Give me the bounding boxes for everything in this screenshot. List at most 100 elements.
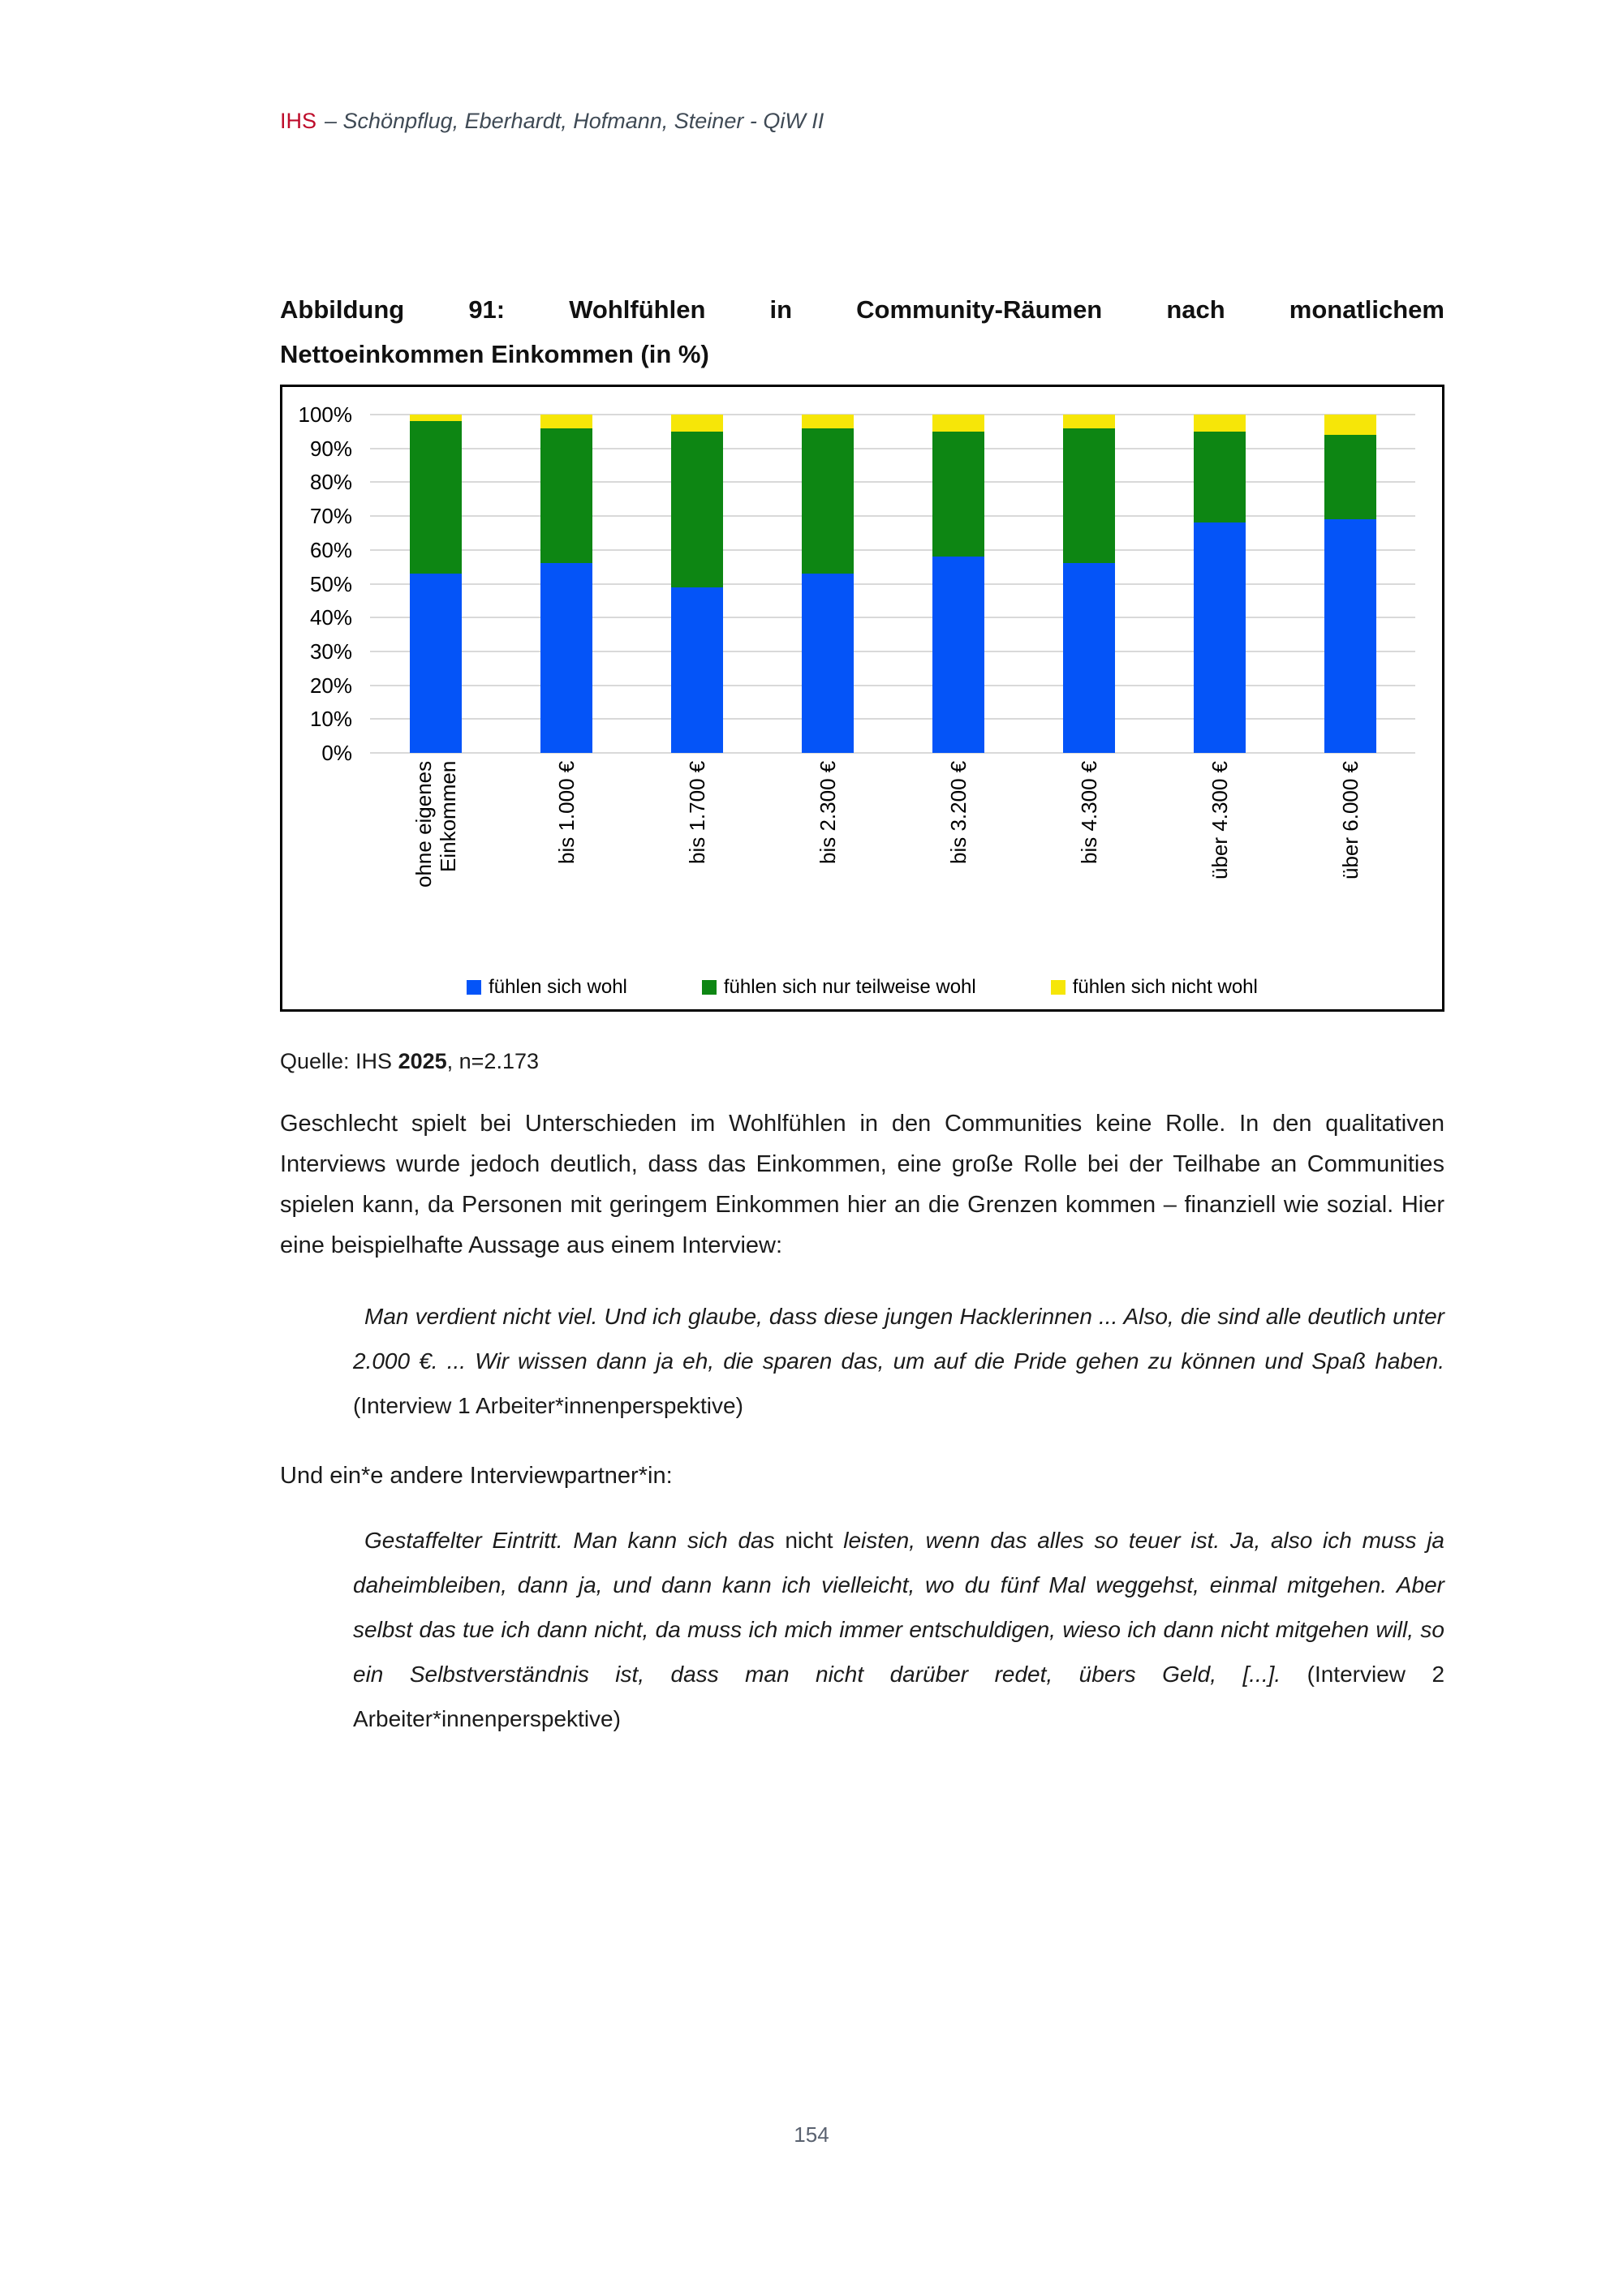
legend-swatch-yellow xyxy=(1050,980,1065,995)
quote-1-text: Man verdient nicht viel. Und ich glaube,… xyxy=(353,1304,1444,1374)
gridline xyxy=(370,414,1415,415)
legend-item: fühlen sich nur teilweise wohl xyxy=(701,976,976,999)
gridline xyxy=(370,481,1415,484)
legend-item: fühlen sich nicht wohl xyxy=(1050,976,1258,999)
legend-label: fühlen sich nicht wohl xyxy=(1072,976,1258,998)
source-line: Quelle: IHS 2025, n=2.173 xyxy=(280,1049,1444,1074)
bar-segment xyxy=(1324,435,1376,520)
bar-segment xyxy=(409,421,462,574)
figure-title: Abbildung 91: Wohlfühlen in Community-Rä… xyxy=(280,287,1444,376)
bar-segment xyxy=(801,428,854,574)
bar-slot xyxy=(893,415,1023,753)
x-axis-label: bis 3.200 € xyxy=(945,761,971,865)
legend-item: fühlen sich wohl xyxy=(467,976,627,999)
bar-segment xyxy=(540,415,592,428)
bar-column xyxy=(670,415,723,753)
legend-swatch-green xyxy=(701,980,717,995)
bar-slot xyxy=(501,415,631,753)
bar-segment xyxy=(670,431,723,587)
legend-label: fühlen sich nur teilweise wohl xyxy=(723,976,976,998)
quote-1: Man verdient nicht viel. Und ich glaube,… xyxy=(353,1294,1444,1428)
header-title: – Schönpflug, Eberhardt, Hofmann, Steine… xyxy=(325,109,824,133)
bar-column xyxy=(932,415,984,753)
x-axis-label-slot: bis 3.200 € xyxy=(893,761,1023,962)
y-axis-tick-label: 100% xyxy=(298,402,353,427)
quote-2: Gestaffelter Eintritt. Man kann sich das… xyxy=(353,1518,1444,1741)
x-axis-label-slot: bis 1.700 € xyxy=(631,761,762,962)
bar-segment xyxy=(540,428,592,564)
bar-column xyxy=(1324,415,1376,753)
bar-column xyxy=(1193,415,1246,753)
y-axis-tick-label: 60% xyxy=(309,537,352,562)
bar-segment xyxy=(1062,415,1115,428)
bar-slot xyxy=(1285,415,1415,753)
x-axis-label: bis 1.000 € xyxy=(553,761,579,865)
y-axis-tick-label: 70% xyxy=(309,504,352,529)
bar-column xyxy=(409,415,462,753)
interlude-text: Und ein*e andere Interviewpartner*in: xyxy=(280,1463,673,1489)
bar-segment xyxy=(1193,431,1246,523)
y-axis-tick-label: 0% xyxy=(321,741,352,765)
body-paragraph: Geschlecht spielt bei Unterschieden im W… xyxy=(280,1111,1444,1258)
gridline xyxy=(370,515,1415,518)
chart-legend: fühlen sich wohl fühlen sich nur teilwei… xyxy=(282,975,1442,1000)
bar-segment xyxy=(932,557,984,753)
source-prefix: Quelle: IHS xyxy=(280,1049,398,1073)
bar-segment xyxy=(1324,415,1376,436)
gridline xyxy=(370,447,1415,449)
source-sample-size: , n=2.173 xyxy=(446,1049,539,1073)
bar-segment xyxy=(801,574,854,753)
y-axis-tick-label: 20% xyxy=(309,673,352,698)
plot-area: 0% 10% 20% 30% 40% 50% 60% 70% 80% 90% 100% xyxy=(299,404,1415,763)
bar-segment xyxy=(540,563,592,753)
x-axis-label: bis 1.700 € xyxy=(684,761,709,865)
x-axis-label-slot: über 6.000 € xyxy=(1285,761,1415,962)
bar-slot xyxy=(1023,415,1154,753)
x-axis-label: über 4.300 € xyxy=(1207,761,1232,880)
chart-figure: 0% 10% 20% 30% 40% 50% 60% 70% 80% 90% 100% ohne e… xyxy=(280,385,1444,1012)
y-axis-tick-label: 50% xyxy=(309,571,352,596)
bar-slot xyxy=(1154,415,1285,753)
gridline xyxy=(370,617,1415,619)
gridline xyxy=(370,718,1415,720)
x-axis-label: bis 4.300 € xyxy=(1076,761,1101,865)
gridline xyxy=(370,548,1415,551)
quote-1-attribution: (Interview 1 Arbeiter*innenperspektive) xyxy=(353,1393,743,1418)
y-axis-tick-label: 30% xyxy=(309,638,352,664)
bar-segment xyxy=(1193,415,1246,432)
bar-segment xyxy=(1193,522,1246,753)
legend-swatch-blue xyxy=(467,980,482,995)
bar-column xyxy=(1062,415,1115,753)
gridline xyxy=(370,650,1415,652)
bar-segment xyxy=(932,415,984,432)
bar-segment xyxy=(670,415,723,432)
bar-segment xyxy=(670,587,723,753)
bar-slot xyxy=(370,415,501,753)
brand-text: IHS xyxy=(280,109,317,133)
bar-slot xyxy=(762,415,893,753)
y-axis-tick-label: 90% xyxy=(309,436,352,461)
x-axis-label: bis 2.300 € xyxy=(815,761,840,865)
quote-2-text-part1: Gestaffelter Eintritt. Man kann sich das xyxy=(364,1528,786,1553)
y-axis-tick-label: 80% xyxy=(309,470,352,495)
x-axis-label-slot: über 4.300 € xyxy=(1154,761,1285,962)
x-axis-label-slot: bis 4.300 € xyxy=(1023,761,1154,962)
bar-slot xyxy=(631,415,762,753)
source-year: 2025 xyxy=(398,1049,447,1073)
bar-segment xyxy=(801,415,854,428)
bar-segment xyxy=(932,431,984,557)
bar-segment xyxy=(1062,563,1115,753)
y-axis-tick-label: 10% xyxy=(309,707,352,732)
bar-segment xyxy=(1062,428,1115,564)
gridline xyxy=(370,752,1415,754)
x-axis-label: über 6.000 € xyxy=(1337,761,1363,880)
figure-title-line1: Abbildung 91: Wohlfühlen in Community-Rä… xyxy=(280,295,1444,324)
x-axis-label-slot: bis 2.300 € xyxy=(762,761,893,962)
bar-segment xyxy=(1324,519,1376,753)
gridline xyxy=(370,684,1415,686)
bar-column xyxy=(801,415,854,753)
x-axis-label: ohne eigenes Einkommen xyxy=(411,761,460,888)
quote-2-attribution: (Interview 2 Arbeiter*innenperspektive) xyxy=(353,1662,1445,1731)
x-axis-labels: ohne eigenes Einkommen bis 1.000 € bis 1.7… xyxy=(370,761,1415,962)
